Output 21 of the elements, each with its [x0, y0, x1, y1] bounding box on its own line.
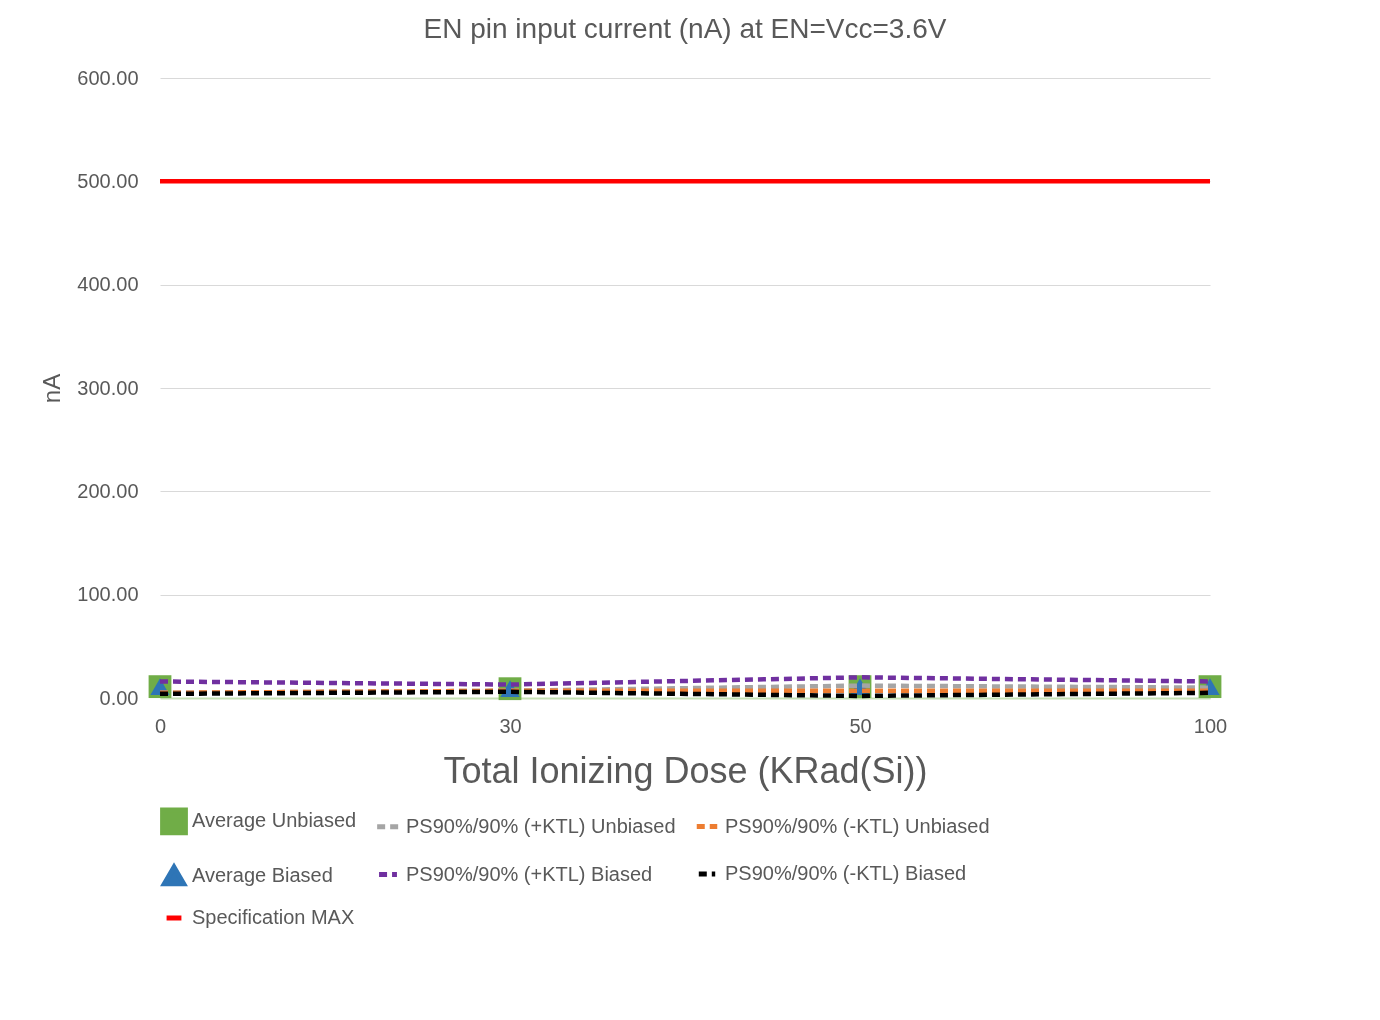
legend-label: Specification MAX [192, 906, 355, 928]
y-tick-label: 100.00 [77, 583, 139, 606]
y-tick-label: 500.00 [77, 169, 139, 192]
legend-label: Average Biased [192, 863, 333, 886]
y-tick-label: 600.00 [77, 66, 139, 89]
y-tick-label: 400.00 [77, 273, 139, 296]
legend-label: PS90%/90% (+KTL) Unbiased [406, 814, 676, 837]
legend-label: PS90%/90% (-KTL) Biased [725, 862, 967, 884]
y-tick-label: 0.00 [99, 686, 139, 709]
x-axis-title: Total Ionizing Dose (KRad(Si)) [443, 749, 928, 791]
legend-label: PS90%/90% (+KTL) Biased [406, 862, 653, 885]
chart-title: EN pin input current (nA) at EN=Vcc=3.6V [423, 13, 947, 44]
y-axis-title: nA [38, 373, 66, 404]
x-tick-label: 30 [499, 714, 522, 737]
x-tick-label: 100 [1193, 714, 1228, 737]
y-tick-label: 300.00 [77, 376, 139, 399]
y-tick-label: 200.00 [77, 479, 139, 502]
x-tick-label: 0 [154, 714, 167, 737]
legend-label: PS90%/90% (-KTL) Unbiased [725, 814, 990, 837]
legend-label: Average Unbiased [192, 809, 357, 832]
x-tick-label: 50 [849, 714, 872, 737]
